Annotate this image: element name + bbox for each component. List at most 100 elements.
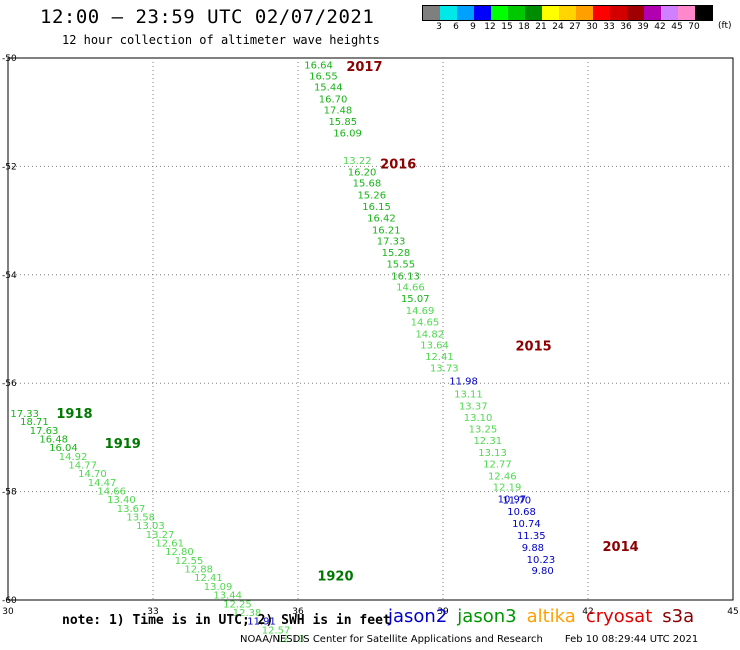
credit-text: NOAA/NESDIS Center for Satellite Applica…	[240, 634, 543, 645]
wave-height-value: 13.09	[204, 582, 233, 593]
wave-height-value: 17.63	[30, 426, 59, 437]
wave-height-value: 12.13	[276, 634, 305, 645]
track-label: 1918	[56, 407, 92, 422]
color-swatch	[491, 6, 508, 20]
wave-height-value: 13.13	[478, 448, 507, 459]
color-scale-labels: 3 6 9 12 15 18 21 24 27 30 33 36 39 42 45 70	[422, 21, 713, 33]
track-label: 2014	[603, 540, 639, 555]
track-label: 2016	[380, 158, 416, 173]
wave-height-value: 9.80	[531, 566, 553, 577]
color-scale-legend: 3 6 9 12 15 18 21 24 27 30 33 36 39 42 45 70 (ft)	[422, 5, 732, 33]
wave-height-value: 14.69	[406, 306, 435, 317]
wave-height-value: 14.47	[88, 478, 117, 489]
satellite-legend: jason2 jason3 altika cryosat s3a	[388, 606, 704, 627]
color-swatch	[423, 6, 440, 20]
x-tick-label: 39	[437, 607, 449, 617]
color-scale-label: 42	[654, 22, 666, 32]
color-swatch	[440, 6, 457, 20]
color-scale-bar	[422, 5, 713, 21]
x-tick-label: 36	[292, 607, 304, 617]
color-scale-label: 70	[688, 22, 700, 32]
wave-height-value: 12.31	[473, 436, 502, 447]
x-tick-label: 45	[727, 607, 738, 617]
wave-height-value: 10.68	[507, 507, 536, 518]
y-tick-label: -50	[2, 54, 17, 64]
wave-height-value: 11.98	[449, 376, 478, 387]
x-tick-label: 42	[582, 607, 593, 617]
wave-height-value: 13.25	[469, 425, 498, 436]
wave-height-value: 16.13	[391, 271, 420, 282]
track-label: 2017	[346, 60, 382, 75]
track-label: 1920	[317, 570, 353, 585]
wave-height-value: 16.09	[333, 128, 362, 139]
wave-height-value: 13.37	[459, 401, 488, 412]
wave-height-value: 15.28	[382, 248, 411, 259]
wave-height-value: 14.92	[59, 452, 88, 463]
wave-height-value: 14.65	[411, 317, 440, 328]
wave-height-value: 13.03	[136, 521, 165, 532]
color-scale-unit: (ft)	[718, 21, 732, 31]
wave-height-value: 14.66	[97, 487, 126, 498]
color-swatch	[627, 6, 644, 20]
wave-height-value: 13.73	[430, 363, 459, 374]
color-scale-label: 27	[569, 22, 581, 32]
wave-height-value: 15.26	[357, 191, 386, 202]
color-swatch	[678, 6, 695, 20]
color-swatch	[644, 6, 661, 20]
wave-height-value: 16.15	[362, 202, 391, 213]
wave-height-value: 15.07	[401, 294, 430, 305]
wave-height-value: 13.22	[343, 156, 372, 167]
color-swatch	[457, 6, 474, 20]
track-label: 2015	[516, 339, 552, 354]
color-swatch	[474, 6, 491, 20]
wave-height-value: 14.82	[415, 329, 444, 340]
wave-height-value: 15.68	[353, 179, 382, 190]
wave-height-value: 15.55	[386, 259, 415, 270]
wave-height-value: 13.11	[454, 389, 483, 400]
color-scale-label: 12	[484, 22, 496, 32]
wave-height-value: 12.61	[155, 539, 184, 550]
wave-height-value: 15.85	[328, 117, 357, 128]
color-scale-label: 45	[671, 22, 683, 32]
timestamp: Feb 10 08:29:44 UTC 2021	[564, 634, 699, 645]
wave-height-value: 14.66	[396, 283, 425, 294]
wave-height-value: 16.20	[348, 167, 377, 178]
wave-height-value: 17.48	[324, 105, 353, 116]
x-tick-label: 33	[147, 607, 158, 617]
color-scale-label: 6	[453, 22, 459, 32]
wave-height-value: 13.27	[146, 530, 175, 541]
y-tick-label: -58	[2, 488, 17, 498]
credit-line: NOAA/NESDIS Center for Satellite Applica…	[240, 634, 698, 645]
wave-height-value: 12.46	[488, 471, 517, 482]
color-swatch	[661, 6, 678, 20]
wave-height-value: 13.58	[126, 513, 155, 524]
wave-height-value: 16.70	[319, 95, 348, 106]
wave-height-value: 13.10	[464, 413, 493, 424]
map-frame	[7, 57, 734, 601]
color-swatch	[542, 6, 559, 20]
wave-height-value: 16.48	[39, 434, 68, 445]
wave-height-value: 12.55	[175, 556, 204, 567]
wave-height-value: 12.19	[493, 483, 522, 494]
wave-height-value: 17.33	[377, 237, 406, 248]
footnote: note: 1) Time is in UTC; 2) SWH is in fe…	[62, 613, 391, 628]
y-tick-label: -54	[2, 271, 17, 281]
y-tick-label: -52	[2, 162, 17, 172]
satellite-s3a: s3a	[662, 606, 695, 627]
wave-height-value: 13.44	[213, 591, 242, 602]
color-scale-label: 39	[637, 22, 649, 32]
wave-height-value: 11.35	[517, 531, 546, 542]
wave-height-value: 16.21	[372, 225, 401, 236]
wave-height-value: 10.23	[527, 555, 556, 566]
x-tick-label: 30	[2, 607, 14, 617]
wave-height-value: 16.64	[304, 61, 333, 72]
wave-height-value: 10.74	[512, 519, 541, 530]
page-title: 12:00 – 23:59 UTC 02/07/2021	[40, 6, 375, 28]
color-swatch	[525, 6, 542, 20]
wave-height-value: 12.57	[262, 625, 291, 636]
color-swatch	[559, 6, 576, 20]
wave-height-value: 10.97	[498, 495, 527, 506]
color-swatch	[576, 6, 593, 20]
color-scale-label: 24	[552, 22, 564, 32]
